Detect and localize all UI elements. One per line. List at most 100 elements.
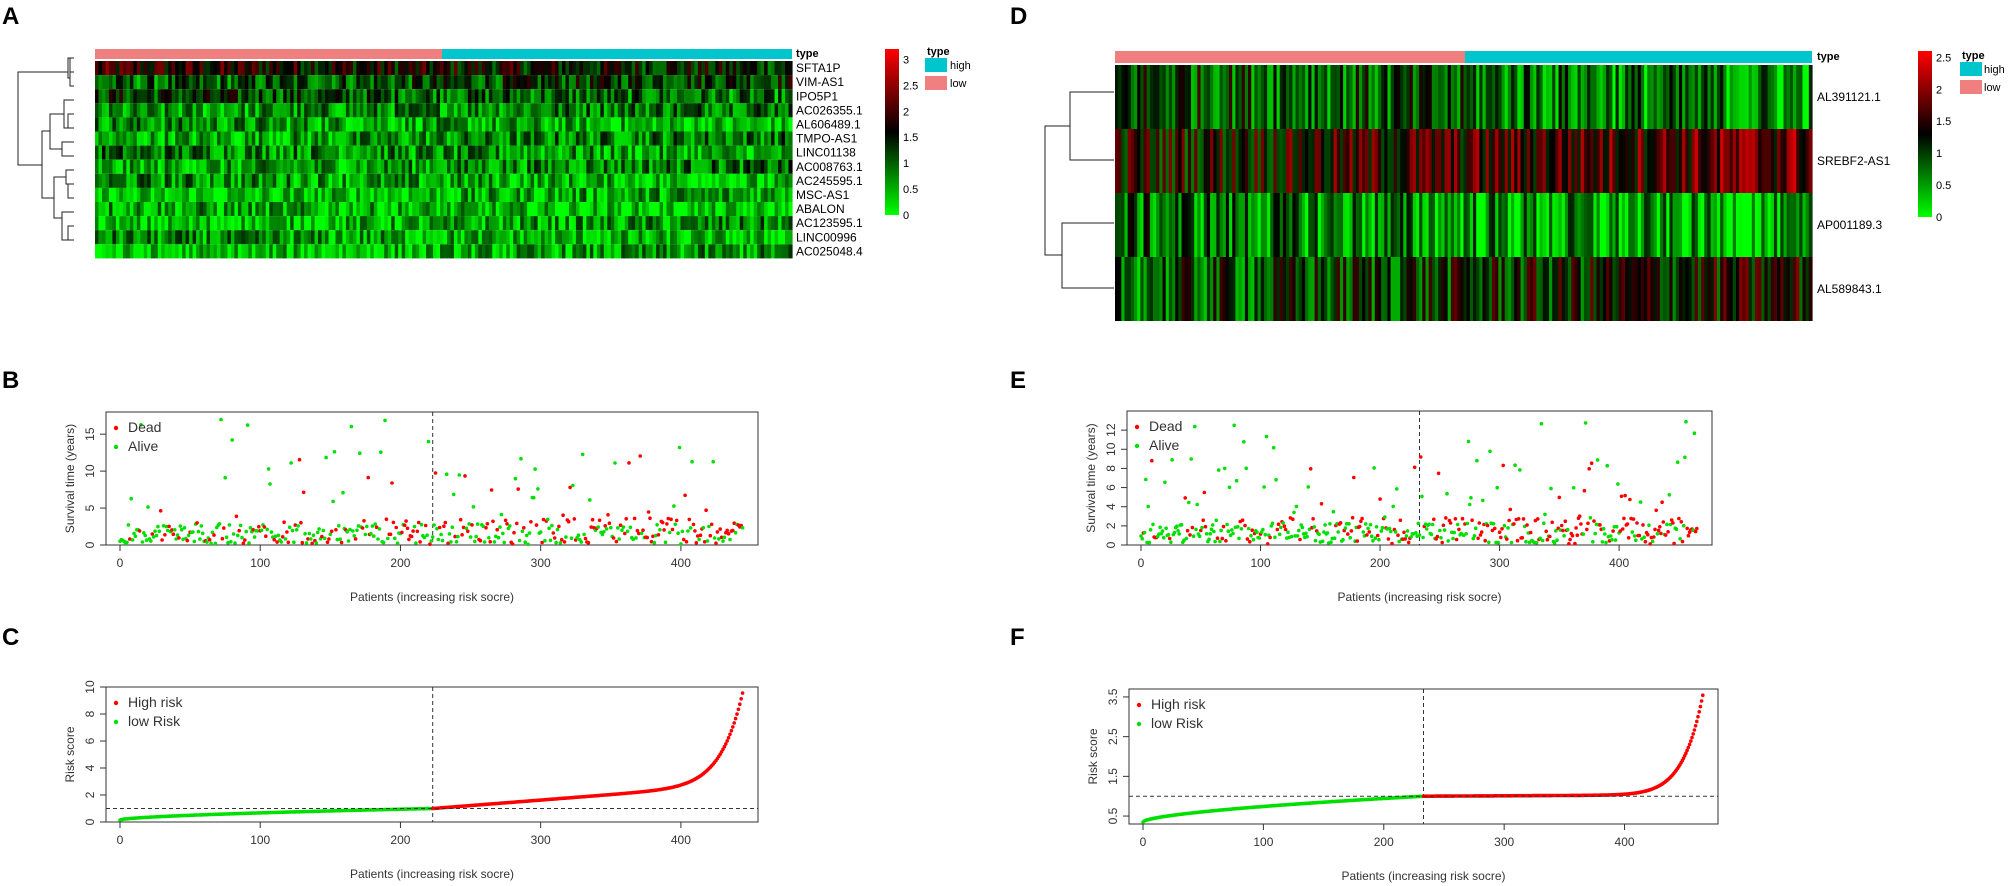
point-dead — [1199, 528, 1203, 533]
heatmap-cell — [457, 145, 462, 160]
heatmap-cell — [593, 216, 598, 231]
heatmap-cell — [481, 61, 486, 76]
heatmap-cell — [1270, 193, 1275, 257]
heatmap-cell — [1735, 193, 1740, 257]
heatmap-cell — [241, 103, 246, 118]
point-dead — [1248, 540, 1252, 544]
heatmap-cell — [251, 75, 256, 90]
heatmap-cell — [189, 159, 194, 174]
point-alive — [143, 533, 147, 538]
heatmap-cell — [1701, 193, 1705, 257]
point-dead — [641, 528, 645, 532]
point-dead — [437, 525, 442, 530]
point-alive — [1336, 530, 1340, 534]
heatmap-cell — [356, 89, 361, 104]
point-alive — [1193, 424, 1197, 429]
heatmap-cell — [223, 75, 229, 90]
point-dead — [1567, 542, 1571, 546]
heatmap-cell — [1121, 257, 1126, 321]
point-dead — [300, 540, 305, 545]
heatmap-cell — [725, 61, 730, 76]
heatmap-cell — [635, 131, 640, 146]
point-alive — [381, 540, 386, 545]
heatmap-cell — [1235, 257, 1240, 321]
heatmap-cell — [631, 131, 636, 146]
heatmap-cell — [1422, 257, 1427, 321]
heatmap-cell — [666, 89, 671, 104]
heatmap-cell — [771, 230, 776, 245]
heatmap-cell — [659, 187, 664, 202]
heatmap-cell — [1311, 257, 1316, 321]
point-dead — [177, 536, 181, 540]
heatmap-cell — [164, 61, 169, 76]
heatmap-cell — [363, 230, 368, 245]
heatmap-cell — [122, 131, 127, 146]
heatmap-cell — [561, 173, 567, 188]
heatmap-cell — [325, 202, 330, 217]
heatmap-cell — [1520, 129, 1525, 193]
point-alive — [245, 423, 250, 427]
heatmap-cell — [1431, 257, 1436, 321]
point-dead — [1224, 539, 1228, 543]
point-alive — [527, 531, 532, 535]
heatmap-cell — [366, 187, 371, 202]
heatmap-cell — [311, 187, 316, 202]
heatmap-cell — [136, 89, 141, 104]
heatmap-cell — [715, 173, 720, 188]
heatmap-cell — [1808, 193, 1813, 257]
point-alive — [688, 526, 693, 530]
heatmap-cell — [607, 216, 612, 231]
heatmap-cell — [276, 75, 281, 90]
heatmap-cell — [1118, 65, 1122, 129]
heatmap-cell — [377, 103, 382, 118]
heatmap-cell — [300, 145, 305, 160]
point-dead — [1390, 541, 1394, 546]
heatmap-cell — [725, 173, 730, 188]
point-alive — [224, 535, 229, 539]
heatmap-cell — [342, 89, 347, 104]
heatmap-cell — [304, 173, 309, 188]
point-alive — [1565, 527, 1570, 532]
heatmap-cell — [499, 230, 504, 245]
heatmap-cell — [1454, 65, 1458, 129]
heatmap-cell — [297, 75, 302, 90]
heatmap-cell — [199, 244, 204, 259]
heatmap-cell — [366, 75, 371, 90]
heatmap-cell — [171, 145, 176, 160]
heatmap-cell — [506, 61, 511, 76]
point-alive — [157, 529, 162, 534]
heatmap-cell — [230, 75, 235, 90]
heatmap-cell — [603, 103, 608, 118]
heatmap-cell — [603, 117, 608, 132]
heatmap-cell — [380, 103, 385, 118]
heatmap-cell — [1691, 257, 1696, 321]
heatmap-cell — [711, 103, 716, 118]
heatmap-cell — [1796, 257, 1800, 321]
heatmap-cell — [750, 230, 755, 245]
heatmap-cell — [370, 187, 375, 202]
heatmap-cell — [628, 89, 633, 104]
y-tick-label: 10 — [1104, 442, 1118, 456]
point-dead — [512, 530, 516, 535]
heatmap-cell — [161, 187, 166, 202]
heatmap-cell — [575, 173, 581, 188]
point-dead — [241, 541, 246, 546]
heatmap-cell — [276, 117, 281, 132]
heatmap-cell — [1387, 129, 1392, 193]
heatmap-cell — [1761, 193, 1766, 257]
heatmap-cell — [1298, 193, 1303, 257]
heatmap-cell — [185, 145, 190, 160]
heatmap-cell — [352, 103, 357, 118]
point-alive — [487, 536, 491, 540]
heatmap-cell — [412, 244, 417, 259]
heatmap-cell — [328, 131, 333, 146]
heatmap-cell — [119, 230, 124, 245]
point-dead — [1653, 527, 1657, 532]
heatmap-cell — [1232, 257, 1236, 321]
heatmap-cell — [189, 216, 194, 231]
heatmap-cell — [677, 75, 682, 90]
heatmap-cell — [380, 202, 385, 217]
point-dead — [491, 519, 495, 524]
heatmap-cell — [600, 89, 605, 104]
heatmap-cell — [1745, 129, 1750, 193]
